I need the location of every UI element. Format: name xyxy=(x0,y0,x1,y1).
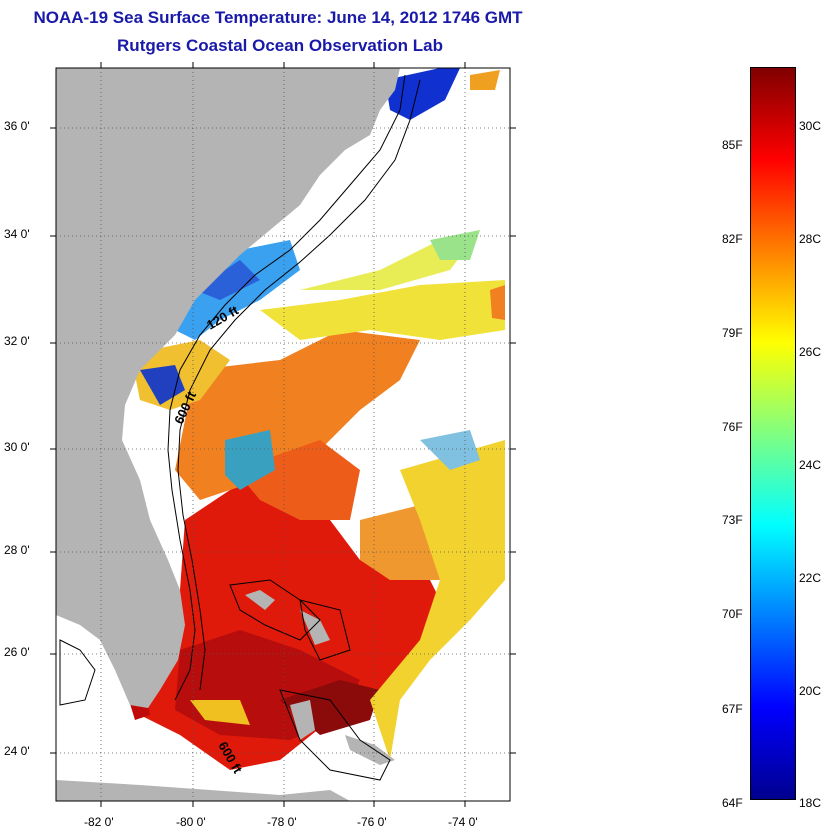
tick-marks xyxy=(50,62,516,807)
colorbar-label-73f: 73F xyxy=(722,513,743,527)
lat-label-30: 30 0' xyxy=(4,440,30,454)
lon-label-74: -74 0' xyxy=(448,815,478,829)
lon-label-80: -80 0' xyxy=(176,815,206,829)
colorbar-label-79f: 79F xyxy=(722,326,743,340)
temperature-colorbar xyxy=(750,67,796,800)
lat-label-28: 28 0' xyxy=(4,543,30,557)
lon-label-78: -78 0' xyxy=(267,815,297,829)
colorbar-label-20c: 20C xyxy=(799,684,822,698)
colorbar-label-82f: 82F xyxy=(722,232,743,246)
colorbar-label-18c: 18C xyxy=(799,796,822,810)
colorbar-label-30c: 30C xyxy=(799,119,822,133)
lat-label-34: 34 0' xyxy=(4,227,30,241)
lat-label-26: 26 0' xyxy=(4,645,30,659)
bathymetry-contours xyxy=(59,74,421,781)
lon-label-82: -82 0' xyxy=(84,815,114,829)
colorbar-label-26c: 26C xyxy=(799,345,822,359)
colorbar-label-70f: 70F xyxy=(722,607,743,621)
colorbar-label-22c: 22C xyxy=(799,571,822,585)
colorbar-label-67f: 67F xyxy=(722,702,743,716)
colorbar-label-24c: 24C xyxy=(799,458,822,472)
lat-label-36: 36 0' xyxy=(4,119,30,133)
colorbar-label-64f: 64F xyxy=(722,796,743,810)
colorbar-label-28c: 28C xyxy=(799,232,822,246)
land-mass xyxy=(56,68,400,801)
map-title: NOAA-19 Sea Surface Temperature: June 14… xyxy=(33,8,523,27)
map-frame xyxy=(55,67,511,802)
colorbar-label-76f: 76F xyxy=(722,420,743,434)
colorbar-label-85f: 85F xyxy=(722,138,743,152)
lat-label-32: 32 0' xyxy=(4,334,30,348)
lon-label-76: -76 0' xyxy=(357,815,387,829)
lat-label-24: 24 0' xyxy=(4,744,30,758)
map-subtitle: Rutgers Coastal Ocean Observation Lab xyxy=(117,36,443,55)
